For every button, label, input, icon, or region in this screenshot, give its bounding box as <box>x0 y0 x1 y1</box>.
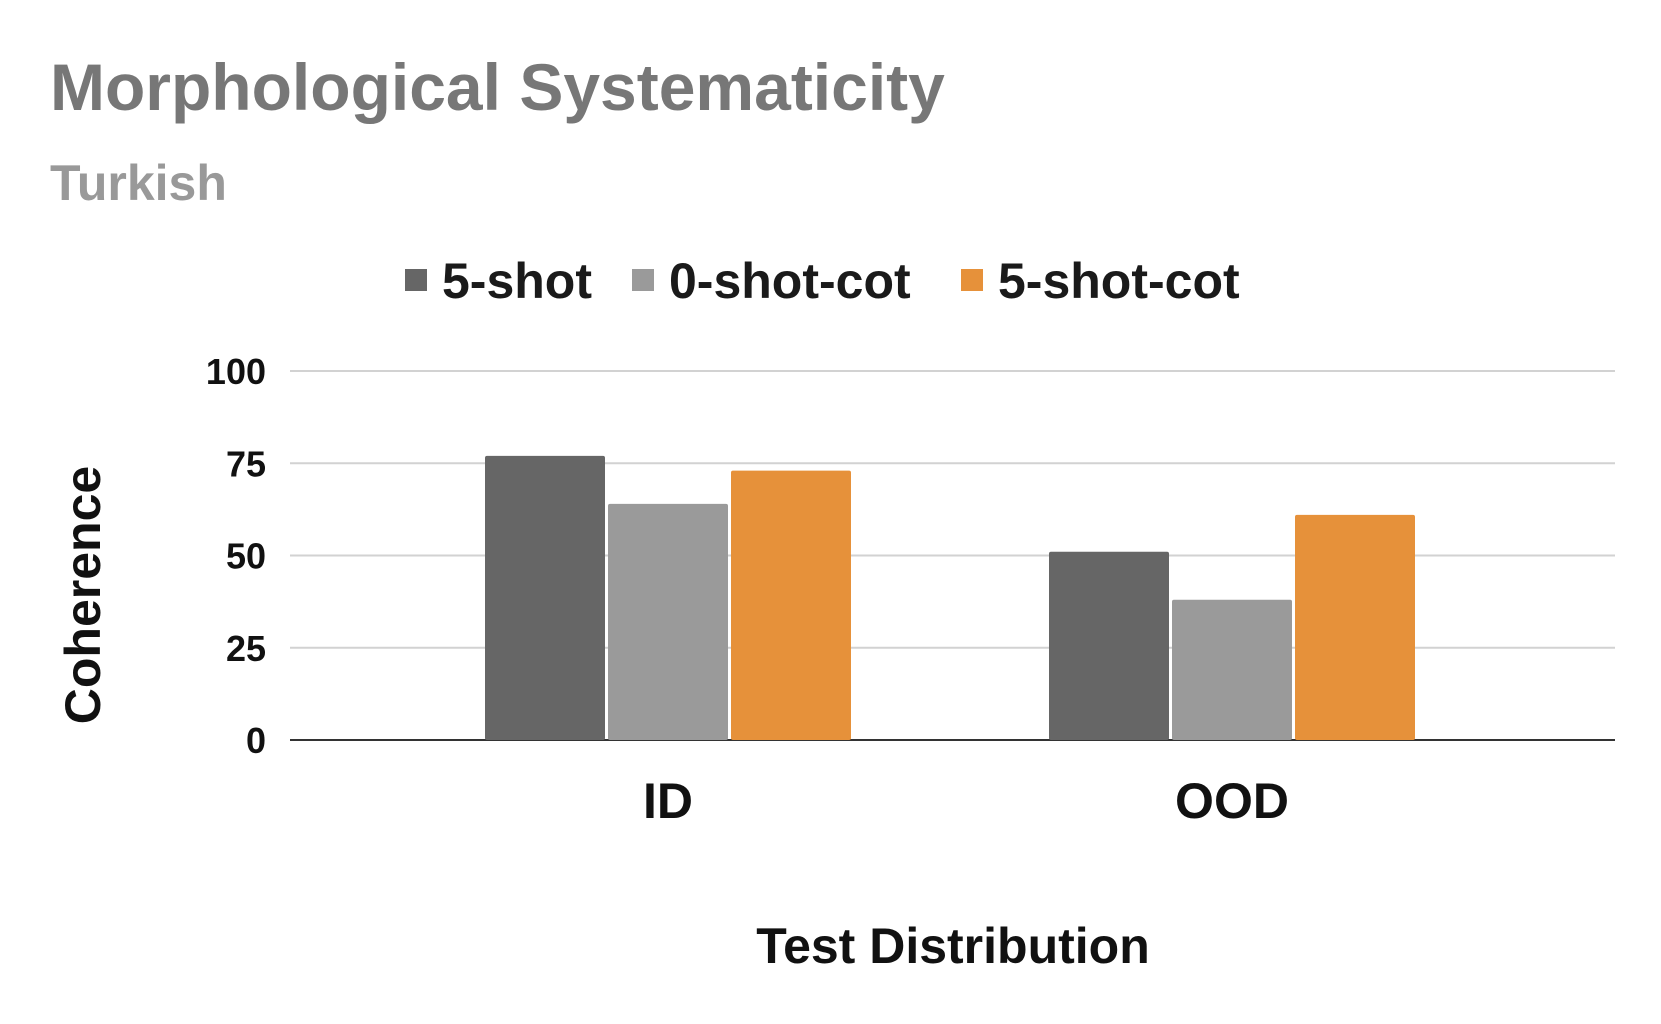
y-tick-label: 75 <box>226 443 266 484</box>
chart-title: Morphological Systematicity <box>50 50 945 124</box>
bar-5-shot-cot-ID <box>731 470 851 740</box>
legend-label-0-shot-cot: 0-shot-cot <box>669 253 911 309</box>
y-axis-title: Coherence <box>55 466 111 724</box>
legend-swatch-0-shot-cot <box>632 269 654 291</box>
bar-0-shot-cot-OOD <box>1172 599 1292 740</box>
bar-5-shot-cot-OOD <box>1295 514 1415 740</box>
x-axis-title: Test Distribution <box>756 918 1150 974</box>
legend-swatch-5-shot <box>405 269 427 291</box>
y-tick-label: 0 <box>246 720 266 761</box>
bar-0-shot-cot-ID <box>608 503 728 740</box>
y-tick-label: 50 <box>226 536 266 577</box>
bar-5-shot-OOD <box>1049 551 1169 740</box>
legend-label-5-shot: 5-shot <box>442 253 592 309</box>
y-tick-label: 100 <box>206 351 266 392</box>
bars <box>485 455 1415 740</box>
bar-5-shot-ID <box>485 455 605 740</box>
chart-subtitle: Turkish <box>50 155 227 211</box>
y-tick-label: 25 <box>226 628 266 669</box>
x-category-label: ID <box>643 773 693 829</box>
y-tick-labels: 0 25 50 75 100 <box>206 351 266 761</box>
legend-swatch-5-shot-cot <box>961 269 983 291</box>
x-category-label: OOD <box>1175 773 1289 829</box>
x-category-labels: ID OOD <box>643 773 1289 829</box>
legend-label-5-shot-cot: 5-shot-cot <box>998 253 1240 309</box>
legend: 5-shot 0-shot-cot 5-shot-cot <box>405 253 1240 309</box>
